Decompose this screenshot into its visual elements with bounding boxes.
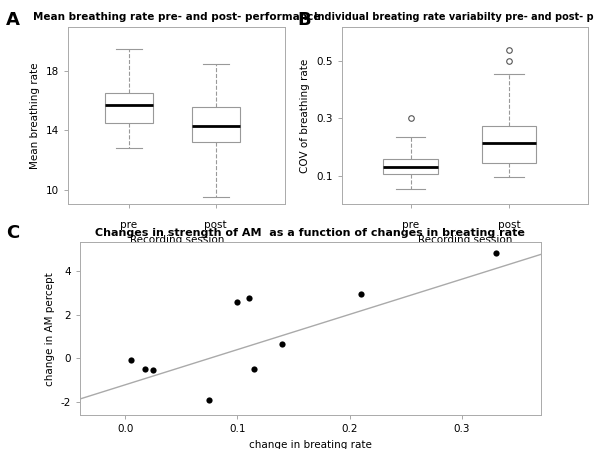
- X-axis label: Recording session: Recording session: [129, 235, 224, 245]
- Point: [148, 367, 158, 374]
- Title: Changes in strength of AM  as a function of changes in breating rate: Changes in strength of AM as a function …: [96, 228, 525, 238]
- Point: [249, 366, 259, 373]
- Point: [126, 356, 135, 363]
- Bar: [105, 93, 153, 123]
- Text: A: A: [6, 11, 20, 29]
- Y-axis label: COV of breathing rate: COV of breathing rate: [301, 58, 311, 173]
- Point: [204, 396, 214, 404]
- Text: B: B: [297, 11, 311, 29]
- Point: [244, 295, 254, 302]
- Y-axis label: change in AM percept: change in AM percept: [45, 272, 55, 386]
- Title: Individual breating rate variabilty pre- and post- perfo: Individual breating rate variabilty pre-…: [314, 12, 594, 22]
- Point: [277, 341, 287, 348]
- Point: [491, 250, 500, 257]
- Bar: [482, 126, 536, 163]
- Bar: [384, 158, 438, 174]
- X-axis label: Recording session: Recording session: [418, 235, 512, 245]
- Point: [233, 298, 242, 305]
- X-axis label: change in breating rate: change in breating rate: [249, 440, 372, 449]
- Point: [356, 291, 366, 298]
- Y-axis label: Mean breathing rate: Mean breathing rate: [30, 62, 40, 169]
- Text: C: C: [6, 224, 19, 242]
- Title: Mean breathing rate pre- and post- performance: Mean breathing rate pre- and post- perfo…: [33, 12, 321, 22]
- Bar: [192, 107, 239, 142]
- Point: [141, 366, 150, 373]
